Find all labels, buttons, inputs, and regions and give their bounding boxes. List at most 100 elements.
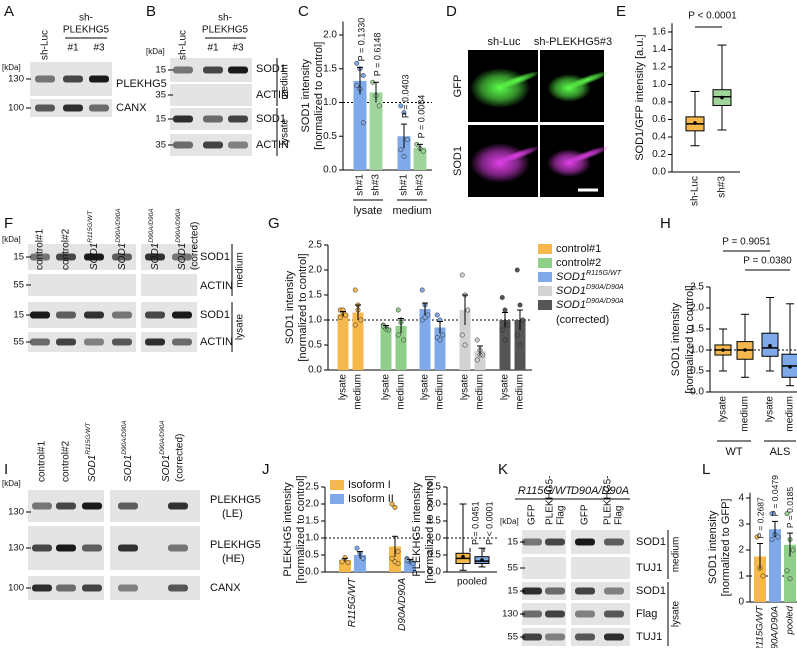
panel-letter: F (4, 215, 13, 232)
kda-marker: 100 (8, 583, 24, 594)
data-point (517, 302, 523, 308)
kda-marker: 15 (507, 586, 518, 597)
mean (693, 121, 697, 125)
panel-letter: E (616, 3, 626, 20)
legend-swatch (538, 272, 552, 282)
lane-label: SOD1D90A/D90A (159, 420, 172, 482)
legend-label: Isoform II (348, 493, 394, 505)
blot-band (32, 584, 52, 592)
x-tick-label: medium (515, 374, 526, 410)
kda-marker: 15 (507, 537, 518, 548)
blot-frame (522, 557, 566, 579)
blot-band (545, 538, 565, 546)
y-tick-label: 0.5 (427, 550, 441, 561)
bar (769, 529, 781, 602)
x-tick-label: R115G/WT (347, 577, 358, 627)
blot-band (575, 633, 595, 641)
panel-letter: D (446, 3, 457, 20)
kda-label: [kDa] (2, 235, 21, 244)
band-label: CANX (116, 102, 147, 114)
neurite (564, 70, 610, 90)
label-base: SOD1 (177, 243, 188, 270)
data-point (401, 110, 407, 116)
data-point (395, 561, 401, 566)
kda-marker: 130 (8, 74, 24, 85)
data-point (520, 317, 526, 323)
bar (459, 310, 471, 370)
legend-label: control#1 (556, 243, 601, 255)
y-tick-label: 1.0 (308, 315, 322, 326)
p-value: P = 0.1330 (356, 18, 366, 62)
x-tick-label: D90A/D90A (770, 606, 781, 648)
data-point (376, 103, 382, 109)
panel-letter: H (660, 215, 671, 232)
blot-band (56, 584, 76, 592)
blot-band (172, 253, 192, 261)
x-tick-label: lysate (338, 374, 349, 401)
y-axis-label: SOD1 intensity (284, 270, 296, 344)
legend-swatch (538, 300, 552, 310)
p-value: P = 0.2687 (755, 497, 765, 538)
y-tick-label: 1 (738, 571, 744, 582)
lane-label: SOD1R115G/WT (87, 210, 100, 270)
p-value: P = 0.9051 (722, 237, 771, 248)
blot-frame (170, 84, 252, 106)
blot-band (82, 544, 102, 552)
bar (380, 327, 392, 370)
y-tick-label: 0.5 (308, 340, 322, 351)
blot-band (30, 338, 50, 346)
data-point (505, 322, 511, 328)
data-point (352, 287, 358, 293)
lane-label: #3 (232, 43, 244, 54)
data-point (502, 307, 508, 313)
bar (404, 561, 416, 572)
kda-marker: 35 (155, 90, 166, 101)
y-tick-label: 2.5 (690, 282, 704, 293)
blot-band (56, 338, 76, 346)
data-point (769, 511, 775, 517)
blot-band (82, 584, 102, 592)
data-point (354, 545, 360, 551)
band-label: (HE) (222, 553, 245, 565)
band-label: ACTIN (256, 89, 289, 101)
data-point (401, 337, 407, 343)
x-tick-label: lysate (381, 374, 392, 401)
data-point (434, 312, 440, 318)
bar (434, 327, 446, 370)
data-point (440, 332, 446, 338)
data-point (422, 315, 428, 320)
group-label: lysate (354, 205, 383, 217)
x-tick-label: medium (435, 374, 446, 410)
y-tick-label: 1.5 (323, 63, 337, 74)
label-superscript: R115G/WT (87, 210, 94, 243)
group-label: PLEKHG5 (63, 25, 110, 36)
lane-label: control#2 (61, 440, 72, 482)
data-point (389, 501, 395, 507)
p-value: P = 0.0185 (785, 487, 795, 528)
data-point (760, 573, 766, 579)
legend-swatch (538, 244, 552, 254)
band-label: SOD1 (200, 251, 230, 263)
data-point (754, 534, 760, 540)
data-point (499, 327, 505, 333)
x-tick-label: lysate (718, 396, 729, 423)
blot-band (63, 75, 83, 83)
lane-label: SOD1D90A/D90A (121, 420, 134, 482)
y-tick-label: 0.4 (652, 132, 666, 143)
blot-frame (522, 603, 566, 625)
y-axis-label: SOD1 intensity (300, 59, 312, 133)
label-superscript: D90A/D90A (586, 283, 624, 291)
band-label: (LE) (222, 508, 243, 520)
legend-label: SOD1R115G/WT (556, 269, 622, 283)
blot-band (604, 633, 624, 641)
blot-band (56, 502, 76, 510)
data-point (499, 295, 505, 300)
label-base: SOD1 (150, 243, 161, 270)
label-superscript: D90A/D90A (159, 420, 166, 454)
blot-band (30, 311, 50, 319)
band-label: CANX (210, 582, 241, 594)
kda-marker: 15 (13, 310, 24, 321)
blot-band (172, 311, 192, 319)
y-tick-label: 2.0 (427, 499, 441, 510)
x-tick-label: medium (396, 374, 407, 410)
